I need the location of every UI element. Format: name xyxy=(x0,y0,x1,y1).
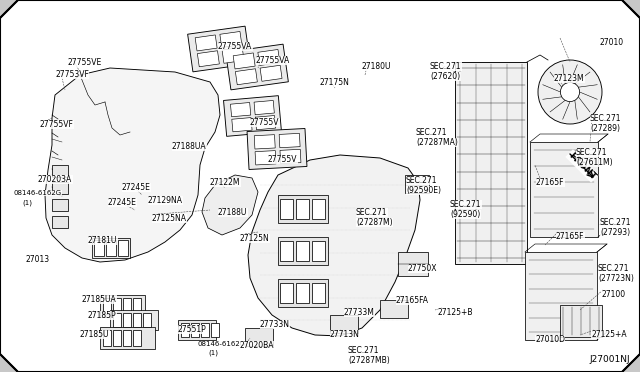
Bar xyxy=(195,35,217,51)
Bar xyxy=(181,323,189,337)
Text: 27122M: 27122M xyxy=(210,178,241,187)
Bar xyxy=(52,216,68,228)
Bar xyxy=(92,238,130,258)
Bar xyxy=(113,298,121,314)
Bar xyxy=(201,323,209,337)
Text: 27100: 27100 xyxy=(601,290,625,299)
Text: 08146-6162G: 08146-6162G xyxy=(198,341,246,347)
Bar xyxy=(312,241,325,261)
Bar xyxy=(123,298,131,314)
Bar xyxy=(330,315,358,333)
Text: (27289): (27289) xyxy=(590,124,620,133)
Text: 27125N: 27125N xyxy=(240,234,269,243)
Text: 27165F: 27165F xyxy=(556,232,584,241)
Bar xyxy=(296,283,309,303)
Text: 27245E: 27245E xyxy=(122,183,151,192)
Text: 27755VA: 27755VA xyxy=(256,56,291,65)
Bar xyxy=(100,327,155,349)
Text: 27165F: 27165F xyxy=(536,178,564,187)
Text: 27185P: 27185P xyxy=(88,311,116,320)
Text: 27010D: 27010D xyxy=(535,335,565,344)
Bar xyxy=(52,199,68,211)
Bar xyxy=(118,240,128,256)
Text: SEC.271: SEC.271 xyxy=(576,148,607,157)
Text: 27125+A: 27125+A xyxy=(591,330,627,339)
Text: J27001NJ: J27001NJ xyxy=(589,355,630,364)
Bar xyxy=(123,330,131,346)
Bar xyxy=(143,313,151,327)
Bar xyxy=(279,134,300,148)
Text: 27125NA: 27125NA xyxy=(152,214,187,223)
Text: 27188U: 27188U xyxy=(218,208,248,217)
Text: (92590E): (92590E) xyxy=(406,186,441,195)
Bar xyxy=(380,300,408,318)
Text: 27010: 27010 xyxy=(600,38,624,47)
Bar xyxy=(254,100,275,115)
Text: (27287MA): (27287MA) xyxy=(416,138,458,147)
Text: (1): (1) xyxy=(208,350,218,356)
Text: 27750X: 27750X xyxy=(408,264,438,273)
Text: 27185U: 27185U xyxy=(80,330,109,339)
Text: 27755V: 27755V xyxy=(268,155,298,164)
Bar xyxy=(405,175,429,193)
Bar xyxy=(260,65,282,81)
Text: (27620): (27620) xyxy=(430,72,460,81)
Bar xyxy=(94,240,104,256)
Text: 27245E: 27245E xyxy=(108,198,137,207)
Text: SEC.271: SEC.271 xyxy=(598,264,630,273)
Text: SEC.271: SEC.271 xyxy=(356,208,387,217)
Text: 27181U: 27181U xyxy=(88,236,117,245)
Text: (1): (1) xyxy=(22,199,32,205)
Bar xyxy=(247,128,307,170)
Text: (27287MB): (27287MB) xyxy=(348,356,390,365)
Text: 27733N: 27733N xyxy=(260,320,290,329)
Bar xyxy=(312,283,325,303)
Text: 27020BA: 27020BA xyxy=(240,341,275,350)
Text: SEC.271: SEC.271 xyxy=(348,346,380,355)
Circle shape xyxy=(561,83,580,102)
Bar xyxy=(258,49,280,65)
Text: SEC.271: SEC.271 xyxy=(430,62,461,71)
Text: 27123M: 27123M xyxy=(554,74,584,83)
Text: 08146-6162G: 08146-6162G xyxy=(14,190,62,196)
Text: 27165FA: 27165FA xyxy=(396,296,429,305)
Bar xyxy=(254,135,275,149)
Text: 27188UA: 27188UA xyxy=(172,142,207,151)
Text: 27733M: 27733M xyxy=(344,308,375,317)
Bar xyxy=(110,310,158,330)
Bar xyxy=(211,323,219,337)
Circle shape xyxy=(538,60,602,124)
Text: 27185UA: 27185UA xyxy=(82,295,116,304)
Polygon shape xyxy=(202,175,258,235)
Text: 27125+B: 27125+B xyxy=(438,308,474,317)
Text: 27755VE: 27755VE xyxy=(68,58,102,67)
Text: (92590): (92590) xyxy=(450,210,480,219)
Text: SEC.271: SEC.271 xyxy=(406,176,438,185)
Bar xyxy=(280,199,293,219)
Text: 27755VA: 27755VA xyxy=(218,42,252,51)
Polygon shape xyxy=(248,155,420,336)
Bar xyxy=(245,328,273,346)
Bar xyxy=(220,32,242,48)
Bar xyxy=(133,313,141,327)
Bar xyxy=(52,165,68,177)
Bar xyxy=(230,103,251,117)
Bar xyxy=(226,44,289,90)
Text: (27293): (27293) xyxy=(600,228,630,237)
Bar xyxy=(296,241,309,261)
Bar xyxy=(560,305,602,337)
Bar xyxy=(296,199,309,219)
Text: 27551P: 27551P xyxy=(178,325,207,334)
Text: 27129NA: 27129NA xyxy=(148,196,183,205)
Text: (27723N): (27723N) xyxy=(598,274,634,283)
Text: 27713N: 27713N xyxy=(330,330,360,339)
Polygon shape xyxy=(45,68,220,262)
Bar xyxy=(52,182,68,194)
Text: 27755VF: 27755VF xyxy=(40,120,74,129)
Text: 270203A: 270203A xyxy=(38,175,72,184)
Bar xyxy=(525,252,597,340)
Bar xyxy=(236,69,257,85)
Bar xyxy=(222,47,244,63)
Bar xyxy=(178,320,216,340)
